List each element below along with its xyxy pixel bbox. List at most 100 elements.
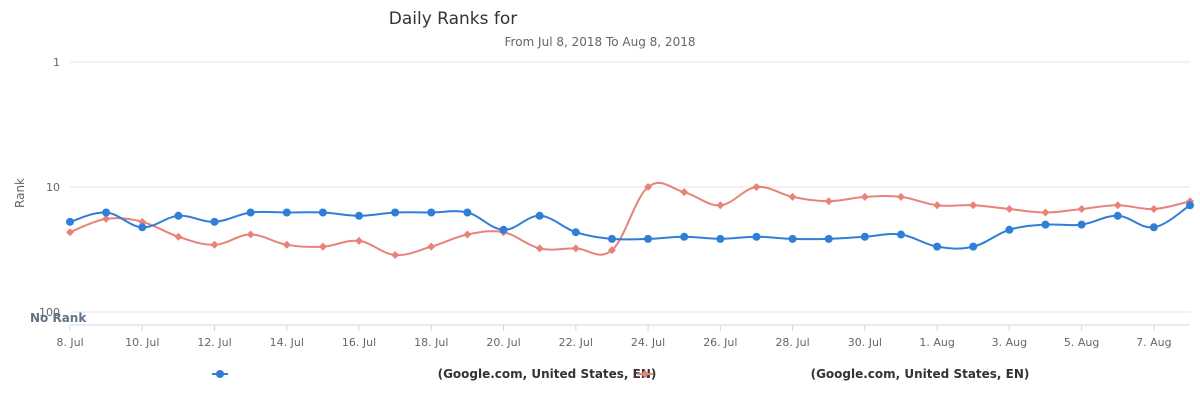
legend-label: (Google.com, United States, EN) — [811, 367, 1030, 381]
data-point[interactable] — [499, 225, 508, 234]
data-point[interactable] — [210, 217, 219, 226]
y-tick-label: 100 — [39, 306, 60, 319]
x-tick-label: 28. Jul — [775, 336, 809, 349]
series-layer — [66, 181, 1194, 260]
data-point[interactable] — [1077, 220, 1086, 229]
data-point[interactable] — [1005, 225, 1014, 234]
x-tick-label: 5. Aug — [1064, 336, 1099, 349]
data-point[interactable] — [680, 188, 689, 197]
data-point[interactable] — [571, 228, 580, 237]
data-point[interactable] — [788, 192, 797, 201]
series-line — [69, 204, 1191, 250]
data-point[interactable] — [282, 240, 291, 249]
data-point[interactable] — [933, 242, 942, 251]
data-point[interactable] — [210, 240, 219, 249]
y-axis-label: Rank — [13, 178, 27, 208]
x-tick-label: 8. Jul — [56, 336, 83, 349]
data-point[interactable] — [571, 244, 580, 253]
data-point[interactable] — [607, 234, 616, 243]
data-point[interactable] — [66, 217, 74, 226]
data-point[interactable] — [102, 208, 111, 217]
data-point[interactable] — [969, 242, 978, 251]
data-point[interactable] — [1149, 205, 1158, 214]
series-1 — [66, 201, 1194, 251]
x-tick-label: 26. Jul — [703, 336, 737, 349]
data-point[interactable] — [102, 214, 111, 223]
x-tick-label: 1. Aug — [919, 336, 954, 349]
x-tick-label: 20. Jul — [486, 336, 520, 349]
data-point[interactable] — [1077, 205, 1086, 214]
x-tick-label: 18. Jul — [414, 336, 448, 349]
data-point[interactable] — [355, 236, 364, 245]
data-point[interactable] — [138, 223, 147, 232]
data-point[interactable] — [1005, 205, 1014, 214]
x-tick-label: 12. Jul — [197, 336, 231, 349]
data-point[interactable] — [1149, 223, 1158, 232]
x-tick-label: 10. Jul — [125, 336, 159, 349]
data-point[interactable] — [860, 232, 869, 241]
data-point[interactable] — [1113, 201, 1122, 210]
data-point[interactable] — [535, 244, 544, 253]
data-point[interactable] — [282, 208, 291, 217]
data-point[interactable] — [1113, 211, 1122, 220]
data-point[interactable] — [824, 234, 833, 243]
data-point[interactable] — [174, 232, 183, 241]
x-tick-label: 22. Jul — [559, 336, 593, 349]
data-point[interactable] — [427, 208, 436, 217]
legend-label: (Google.com, United States, EN) — [438, 367, 657, 381]
x-tick-label: 14. Jul — [270, 336, 304, 349]
data-point[interactable] — [174, 211, 183, 220]
x-tick-label: 24. Jul — [631, 336, 665, 349]
data-point[interactable] — [680, 232, 689, 241]
legend-item-1[interactable]: (Google.com, United States, EN) — [212, 367, 656, 381]
chart-subtitle: From Jul 8, 2018 To Aug 8, 2018 — [505, 35, 696, 49]
data-point[interactable] — [463, 230, 472, 239]
data-point[interactable] — [318, 242, 327, 251]
data-point[interactable] — [318, 208, 327, 217]
data-point[interactable] — [535, 211, 544, 220]
data-point[interactable] — [66, 228, 74, 237]
data-point[interactable] — [969, 201, 978, 210]
data-point[interactable] — [391, 208, 400, 217]
data-point[interactable] — [391, 251, 400, 260]
data-point[interactable] — [896, 230, 905, 239]
x-tick-label: 30. Jul — [848, 336, 882, 349]
data-point[interactable] — [788, 234, 797, 243]
data-point[interactable] — [716, 234, 725, 243]
data-point[interactable] — [860, 192, 869, 201]
legend-marker — [216, 370, 224, 378]
data-point[interactable] — [716, 201, 725, 210]
data-point[interactable] — [1041, 220, 1050, 229]
data-point[interactable] — [752, 183, 761, 191]
series-2 — [66, 181, 1194, 260]
legend-marker — [641, 370, 649, 378]
x-tick-label: 3. Aug — [992, 336, 1027, 349]
data-point[interactable] — [1041, 208, 1050, 217]
legend-item-2[interactable]: (Google.com, United States, EN) — [637, 367, 1029, 381]
legend[interactable]: (Google.com, United States, EN) (Google.c… — [212, 367, 1029, 381]
data-point[interactable] — [427, 242, 436, 251]
y-tick-label: 10 — [46, 181, 60, 194]
data-point[interactable] — [1186, 201, 1194, 210]
series-line — [69, 181, 1191, 257]
data-point[interactable] — [824, 197, 833, 206]
x-tick-label: 16. Jul — [342, 336, 376, 349]
data-point[interactable] — [463, 208, 472, 217]
data-point[interactable] — [246, 208, 255, 217]
x-axis-ticks: 8. Jul 10. Jul 12. Jul 14. Jul 16. Jul 18. Ju… — [56, 325, 1172, 349]
data-point[interactable] — [644, 183, 653, 191]
data-point[interactable] — [752, 232, 761, 241]
data-point[interactable] — [246, 230, 255, 239]
no-rank-label: No Rank — [30, 311, 87, 325]
gridlines — [70, 61, 1190, 326]
data-point[interactable] — [607, 246, 616, 255]
y-tick-label: 1 — [53, 56, 60, 69]
data-point[interactable] — [896, 192, 905, 201]
x-tick-label: 7. Aug — [1136, 336, 1171, 349]
data-point[interactable] — [933, 201, 942, 210]
data-point[interactable] — [355, 211, 364, 220]
y-axis-ticks: 1 10 100 — [39, 56, 60, 319]
chart-title: Daily Ranks for — [389, 9, 518, 29]
data-point[interactable] — [644, 234, 653, 243]
